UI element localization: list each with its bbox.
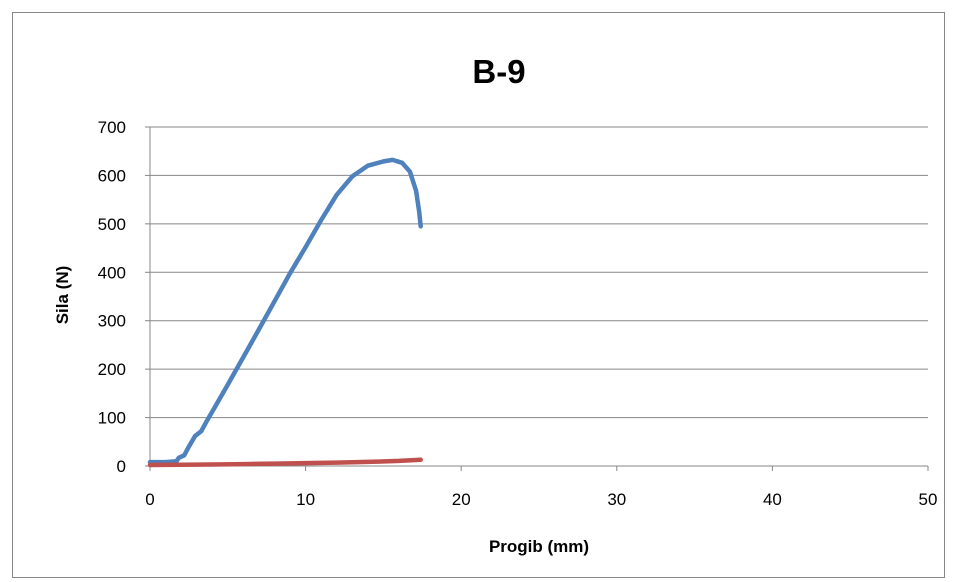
y-tick-label: 500 — [98, 215, 126, 234]
x-axis-title: Progib (mm) — [489, 537, 589, 556]
chart-area — [12, 12, 945, 578]
x-tick-label: 50 — [919, 490, 938, 509]
y-tick-label: 0 — [117, 457, 126, 476]
data-series — [147, 157, 423, 468]
x-tick-label: 30 — [607, 490, 626, 509]
x-tick-label: 10 — [296, 490, 315, 509]
tick-labels: 0 100 200 300 400 500 600 700 0 10 20 30 40 50 — [98, 118, 938, 509]
chart-title: B-9 — [472, 53, 525, 90]
y-tick-label: 100 — [98, 409, 126, 428]
x-tick-label: 20 — [452, 490, 471, 509]
axes — [145, 126, 929, 471]
y-tick-label: 600 — [98, 166, 126, 185]
y-tick-label: 700 — [98, 118, 126, 137]
x-tick-label: 0 — [145, 490, 154, 509]
gridlines — [150, 126, 928, 419]
y-axis-title: Sila (N) — [53, 266, 72, 325]
series-line-1 — [147, 157, 423, 465]
y-tick-label: 300 — [98, 312, 126, 331]
x-tick-label: 40 — [763, 490, 782, 509]
series-line-2 — [147, 457, 423, 468]
y-tick-label: 200 — [98, 360, 126, 379]
y-tick-label: 400 — [98, 263, 126, 282]
